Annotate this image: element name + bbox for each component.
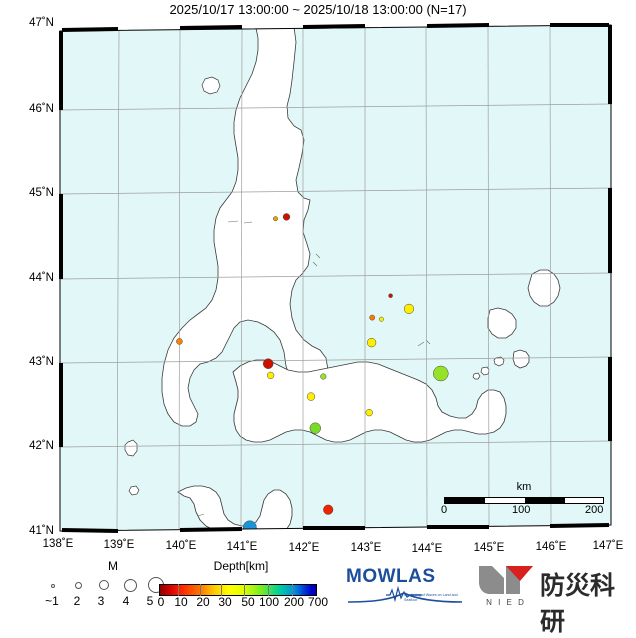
- seismicity-map[interactable]: [58, 22, 613, 534]
- epicenter-marker[interactable]: [176, 338, 183, 345]
- inland-marks: [197, 220, 431, 517]
- magnitude-label-1: ~1: [45, 594, 59, 608]
- epicenter-marker[interactable]: [282, 213, 291, 221]
- coast-island-rishiri: [201, 76, 221, 95]
- coast-kuril-habomai: [493, 356, 505, 367]
- epicenter-marker[interactable]: [369, 314, 376, 321]
- scale-tick-200: 200: [585, 504, 604, 516]
- lon-label-140: 140˚E: [165, 540, 197, 552]
- epicenter-marker[interactable]: [323, 504, 334, 515]
- epicenter-marker[interactable]: [266, 371, 275, 380]
- depth-label-0: 0: [157, 595, 165, 609]
- magnitude-legend-symbols: [38, 576, 168, 594]
- coast-island-okushiri: [124, 439, 138, 457]
- depth-tick-200: [292, 584, 293, 596]
- page-title: 2025/10/17 13:00:00 ~ 2025/10/18 13:00:0…: [169, 2, 467, 17]
- depth-tick-10: [178, 584, 179, 596]
- epicenter-marker[interactable]: [309, 422, 321, 434]
- nied-wordmark: N I E D: [486, 598, 526, 607]
- map-body: [60, 25, 611, 534]
- depth-tick-20: [200, 584, 201, 596]
- depth-label-10: 10: [174, 595, 188, 609]
- map-canvas[interactable]: [58, 22, 613, 534]
- lat-label-42: 42˚N: [29, 440, 54, 452]
- scale-bar-track: [444, 497, 604, 504]
- mowlas-wave-icon: [347, 586, 463, 603]
- scale-bar: km 0 100 200: [441, 481, 604, 516]
- depth-label-200: 200: [283, 595, 305, 609]
- magnitude-label-5: 5: [146, 594, 154, 608]
- depth-label-100: 100: [258, 595, 280, 609]
- lon-label-141: 141˚E: [226, 541, 258, 553]
- depth-label-30: 30: [218, 595, 232, 609]
- epicenter-marker[interactable]: [378, 316, 384, 322]
- epicenter-marker[interactable]: [273, 216, 278, 222]
- coast-kuril-shikotan: [512, 349, 530, 369]
- lat-label-43: 43˚N: [29, 356, 54, 368]
- magnitude-label-3: 3: [97, 594, 105, 608]
- magnitude-symbol-1: [51, 584, 55, 588]
- lat-label-44: 44˚N: [29, 272, 54, 284]
- coast-kuril-small-1: [480, 366, 490, 376]
- epicenter-marker[interactable]: [242, 520, 257, 534]
- depth-colorbar: [159, 584, 317, 596]
- lon-label-142: 142˚E: [288, 542, 320, 554]
- depth-tick-30: [221, 584, 222, 596]
- lat-label-45: 45˚N: [29, 187, 54, 199]
- lat-label-47: 47˚N: [29, 17, 54, 29]
- lon-label-138: 138˚E: [42, 538, 74, 550]
- lon-label-146: 146˚E: [535, 541, 567, 553]
- epicenter-marker[interactable]: [306, 392, 316, 401]
- epicenter-marker[interactable]: [365, 408, 373, 417]
- bousai-kaken-wordmark: 防災科研: [540, 571, 616, 636]
- coast-island-oshima: [128, 485, 140, 496]
- magnitude-label-2: 2: [73, 594, 81, 608]
- magnitude-symbol-4: [124, 579, 137, 592]
- depth-label-20: 20: [196, 595, 210, 609]
- lat-label-41: 41˚N: [29, 525, 54, 537]
- magnitude-symbol-3: [99, 580, 109, 590]
- depth-tick-100: [268, 584, 269, 596]
- lat-label-46: 46˚N: [29, 103, 54, 115]
- mowlas-tagline: Monitoring of Waves on Land and Seafloor: [404, 593, 458, 602]
- nied-logo[interactable]: N I E D: [476, 564, 536, 608]
- lon-label-143: 143˚E: [350, 542, 382, 554]
- mowlas-logo[interactable]: MOWLAS Monitoring of Waves on Land and S…: [346, 566, 464, 608]
- lon-label-147: 147˚E: [592, 540, 624, 552]
- coast-hokkaido: [232, 359, 507, 443]
- depth-tick-50: [244, 584, 245, 596]
- map-frame-ticks: [59, 23, 612, 533]
- scale-tick-0: 0: [441, 504, 448, 516]
- mowlas-wordmark: MOWLAS: [346, 566, 436, 587]
- coast-kuril-kunashiri: [487, 307, 517, 339]
- lon-label-145: 145˚E: [473, 542, 505, 554]
- depth-legend-title: Depth[km]: [213, 559, 269, 573]
- magnitude-legend-title: M: [108, 559, 118, 573]
- epicenter-marker[interactable]: [403, 303, 415, 314]
- nied-mark-icon: [479, 566, 533, 594]
- magnitude-label-4: 4: [122, 594, 130, 608]
- lon-label-139: 139˚E: [103, 539, 135, 551]
- epicenter-markers[interactable]: [176, 213, 449, 534]
- coast-kuril-small-2: [472, 372, 481, 380]
- scale-tick-100: 100: [512, 504, 531, 516]
- map-graticule: [60, 25, 611, 531]
- epicenter-marker[interactable]: [320, 373, 327, 380]
- depth-label-50: 50: [241, 595, 255, 609]
- magnitude-symbol-2: [75, 582, 82, 589]
- epicenter-marker[interactable]: [388, 293, 393, 298]
- sea-fill: [60, 25, 611, 531]
- coast-kuril-etorofu: [527, 269, 561, 307]
- epicenter-marker[interactable]: [433, 365, 449, 382]
- epicenter-marker[interactable]: [262, 358, 274, 369]
- depth-label-700: 700: [307, 595, 329, 609]
- epicenter-marker[interactable]: [366, 337, 377, 348]
- lon-label-144: 144˚E: [411, 543, 443, 555]
- coast-sakhalin: [161, 26, 329, 427]
- scale-bar-unit: km: [516, 481, 532, 493]
